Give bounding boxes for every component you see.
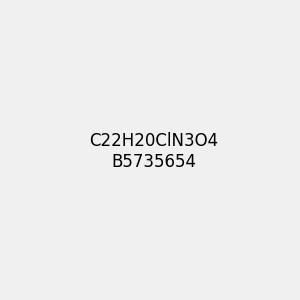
Text: C22H20ClN3O4
B5735654: C22H20ClN3O4 B5735654 <box>89 132 218 171</box>
